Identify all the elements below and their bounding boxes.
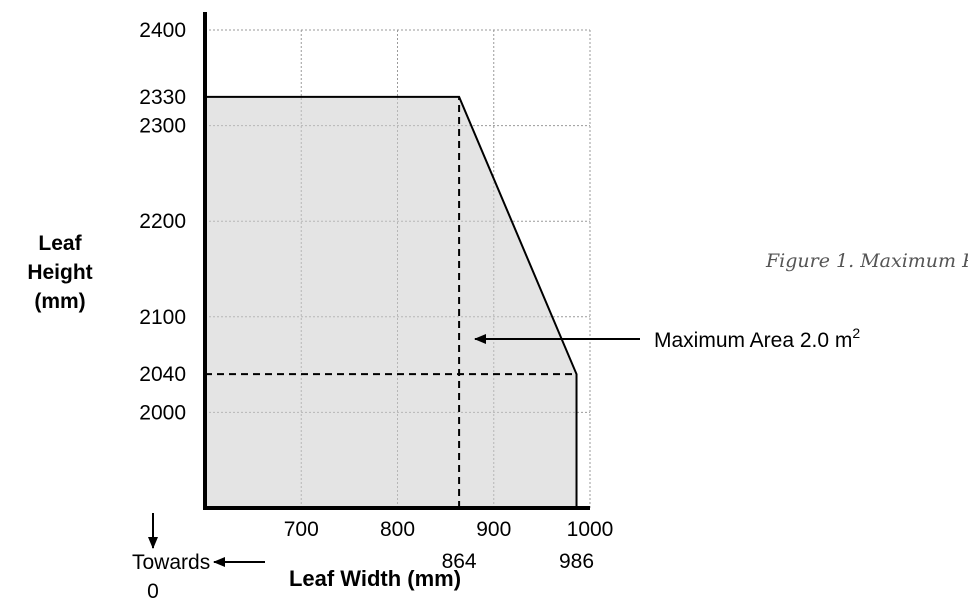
figure-caption: Figure 1. Maximum Permitted [765,250,968,272]
area-annotation-superscript: 2 [852,325,860,341]
y-tick-label-2330: 2330 [139,86,186,109]
y-tick-label-2200: 2200 [139,210,186,233]
y-tick-label-2000: 2000 [139,401,186,424]
zero-label: 0 [147,580,159,601]
y-axis-label-line-1: Leaf [38,232,82,255]
reference-lines [205,96,577,508]
x-tick-label-800: 800 [380,518,415,541]
axes [203,12,590,510]
x-tick-label-700: 700 [284,518,319,541]
area-annotation: Maximum Area 2.0 m2 [654,325,860,352]
x-tick-label-900: 900 [476,518,511,541]
towards-label: Towards [132,551,210,574]
y-axis-label-line-2: Height [27,261,92,284]
x-marker-label-864: 864 [442,550,477,573]
x-axis-label: Leaf Width (mm) [289,566,461,591]
y-tick-label-2400: 2400 [139,19,186,42]
area-annotation-text: Maximum Area 2.0 m [654,329,852,352]
y-tick-labels: 2400 2330 2300 2200 2100 2040 2000 [139,19,186,424]
y-tick-label-2100: 2100 [139,306,186,329]
x-marker-label-986: 986 [559,550,594,573]
y-tick-label-2040: 2040 [139,363,186,386]
permitted-area [204,95,578,509]
permitted-area-polygon [204,95,578,509]
y-tick-label-2300: 2300 [139,115,186,138]
x-tick-labels: 700 800 900 1000 864 986 [284,518,614,573]
x-tick-label-1000: 1000 [567,518,614,541]
y-axis-label-line-3: (mm) [34,290,85,313]
